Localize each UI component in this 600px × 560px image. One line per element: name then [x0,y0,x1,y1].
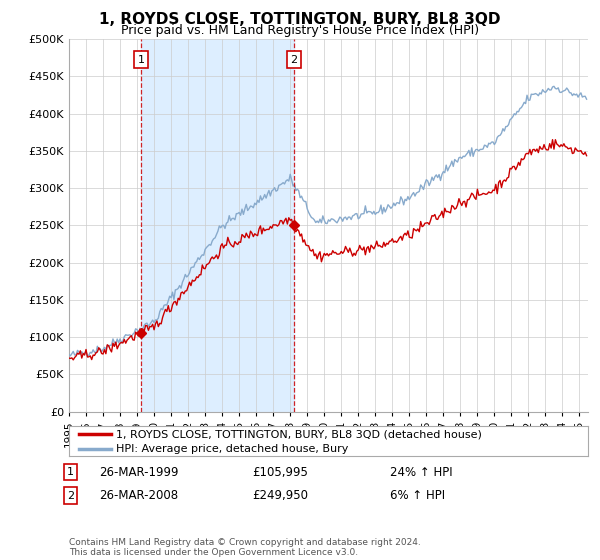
Text: 1: 1 [67,467,74,477]
Text: 2: 2 [67,491,74,501]
Text: 1: 1 [137,55,145,65]
Bar [141,39,294,412]
Text: 1, ROYDS CLOSE, TOTTINGTON, BURY, BL8 3QD: 1, ROYDS CLOSE, TOTTINGTON, BURY, BL8 3Q… [99,12,501,27]
Text: 1, ROYDS CLOSE, TOTTINGTON, BURY, BL8 3QD (detached house): 1, ROYDS CLOSE, TOTTINGTON, BURY, BL8 3Q… [116,429,482,439]
Text: 26-MAR-2008: 26-MAR-2008 [99,489,178,502]
Text: 24% ↑ HPI: 24% ↑ HPI [390,465,452,479]
Text: £249,950: £249,950 [252,489,308,502]
Text: 2: 2 [290,55,298,65]
Text: 6% ↑ HPI: 6% ↑ HPI [390,489,445,502]
Text: HPI: Average price, detached house, Bury: HPI: Average price, detached house, Bury [116,444,348,454]
Text: Contains HM Land Registry data © Crown copyright and database right 2024.
This d: Contains HM Land Registry data © Crown c… [69,538,421,557]
Text: 26-MAR-1999: 26-MAR-1999 [99,465,179,479]
Text: £105,995: £105,995 [252,465,308,479]
Text: Price paid vs. HM Land Registry's House Price Index (HPI): Price paid vs. HM Land Registry's House … [121,24,479,36]
